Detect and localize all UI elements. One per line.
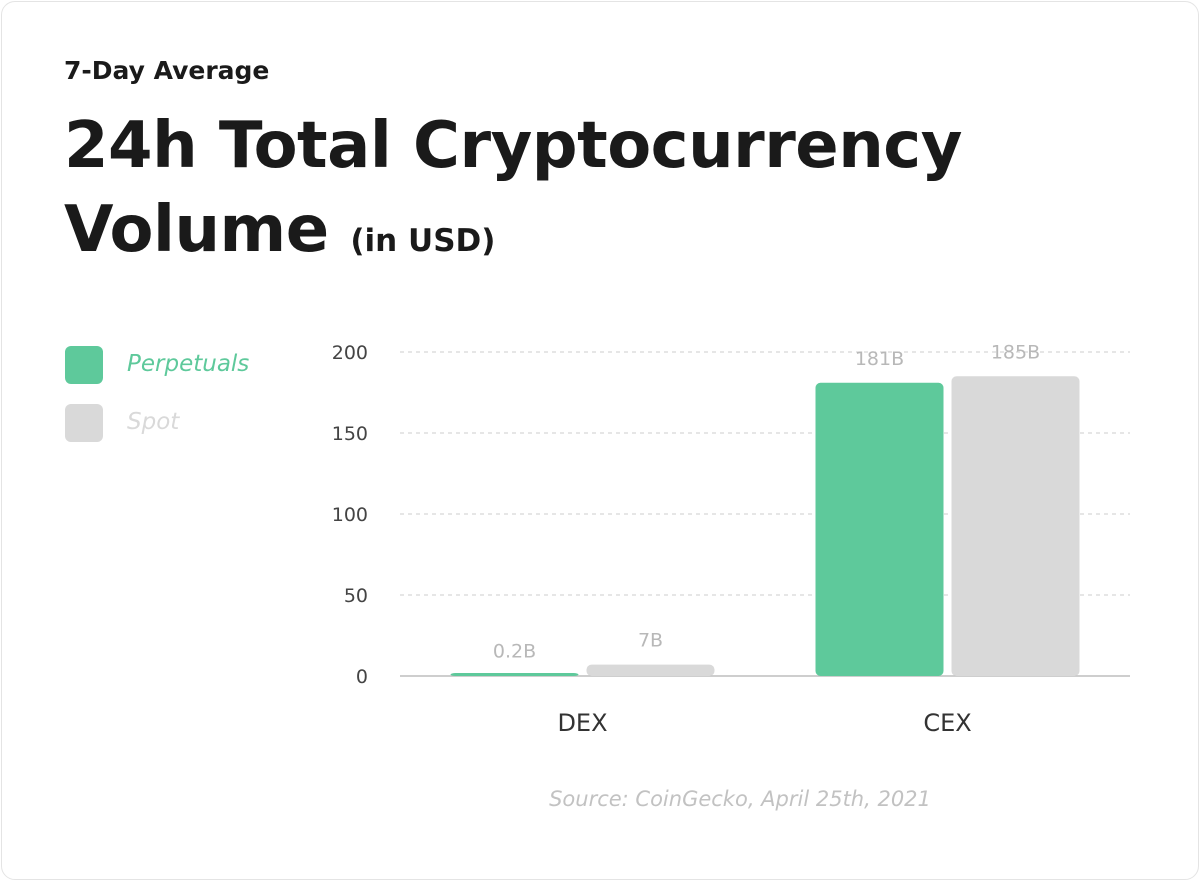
bar-perpetuals-cex [815,382,944,676]
legend-swatch-spot [65,404,103,442]
x-category-label-cex: CEX [923,709,971,737]
y-tick-label-200: 200 [332,342,368,364]
data-label-perpetuals-dex: 0.2B [493,641,536,663]
bar-perpetuals-dex [450,673,579,676]
y-tick-label-150: 150 [332,423,368,445]
y-tick-label-100: 100 [332,504,368,526]
y-tick-label-0: 0 [356,666,368,688]
y-tick-label-50: 50 [344,585,368,607]
chart-title: 24h Total Cryptocurrency Volume (in USD) [64,104,1164,283]
legend-label-spot: Spot [127,409,180,435]
data-label-spot-dex: 7B [638,630,663,652]
chart-title-unit: (in USD) [350,223,496,259]
data-label-spot-cex: 185B [991,341,1040,363]
legend-label-perpetuals: Perpetuals [127,351,250,377]
chart-subtitle: 7-Day Average [64,56,270,85]
legend-swatch-perpetuals [65,346,103,384]
chart-title-text: 24h Total Cryptocurrency Volume [64,109,962,267]
bar-spot-cex [951,376,1080,676]
source-note: Source: CoinGecko, April 25th, 2021 [549,787,931,811]
x-category-label-dex: DEX [557,709,607,737]
data-label-perpetuals-cex: 181B [855,348,904,370]
bar-spot-dex [586,664,715,676]
